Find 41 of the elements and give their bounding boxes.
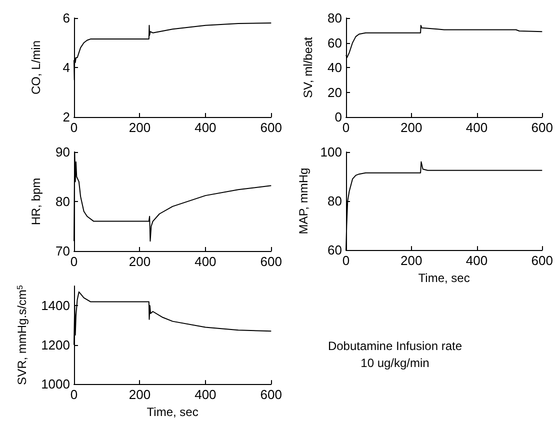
x-tick-label: 400 (194, 254, 216, 269)
x-tick-label: 400 (194, 387, 216, 402)
y-axis-title: MAP, mmHg (296, 168, 310, 234)
x-axis-title: Time, sec (146, 405, 198, 419)
y-tick-label: 2 (62, 110, 70, 124)
text: 10 ug/kg/min (360, 355, 430, 372)
y-tick-label: 80 (328, 10, 342, 26)
y-axis-title: CO, L/min (29, 40, 43, 95)
y-tick-label: 1000 (41, 376, 70, 392)
x-tick-label: 600 (531, 120, 554, 135)
y-tick-label: 6 (62, 10, 70, 26)
y-axis-title: SV, ml/beat (301, 36, 315, 98)
x-tick-label: 600 (260, 387, 282, 402)
y-tick-label: 80 (328, 194, 342, 209)
x-tick-label: 200 (128, 120, 151, 135)
y-tick-label: 60 (328, 35, 342, 50)
y-tick-label: 80 (56, 194, 70, 209)
x-tick-label: 200 (128, 254, 151, 269)
x-tick-label: 400 (466, 120, 488, 135)
x-tick-label: 200 (128, 387, 151, 402)
y-tick-label: 0 (334, 110, 342, 124)
text: Dobutamine Infusion rate (326, 338, 464, 355)
x-tick-label: 600 (531, 253, 554, 268)
x-axis-title: Time, sec (418, 271, 470, 285)
y-tick-label: 100 (320, 144, 342, 160)
x-tick-label: 200 (400, 120, 422, 135)
y-tick-label: 1200 (41, 337, 70, 352)
y-tick-label: 4 (62, 60, 70, 75)
x-tick-label: 400 (466, 253, 488, 268)
y-axis-title: SVR, mmHg.s/cm5 (15, 284, 30, 385)
x-tick-label: 200 (400, 253, 422, 268)
x-tick-label: 400 (194, 120, 216, 135)
y-tick-label: 40 (328, 60, 342, 75)
x-tick-label: 600 (260, 254, 282, 269)
y-tick-label: 60 (328, 242, 342, 258)
y-tick-label: 1400 (41, 298, 70, 314)
y-axis-title: HR, bpm (29, 178, 43, 226)
y-tick-label: 70 (56, 244, 70, 258)
y-tick-label: 90 (56, 144, 70, 160)
y-tick-label: 20 (328, 84, 342, 100)
x-tick-label: 600 (260, 120, 282, 135)
